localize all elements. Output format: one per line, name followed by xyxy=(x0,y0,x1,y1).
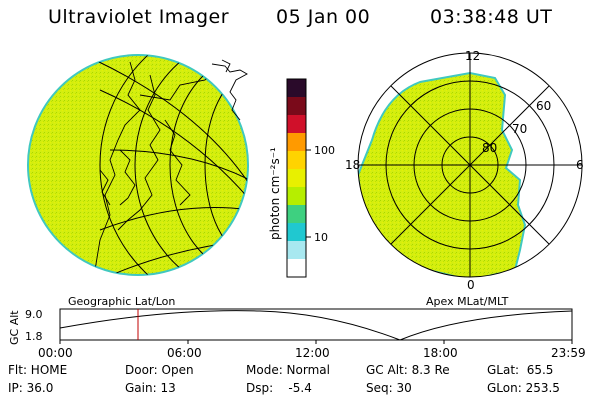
status-seq: Seq: 30 xyxy=(366,381,412,395)
mlt-label-6: 6 xyxy=(576,158,584,172)
colorbar-segment xyxy=(287,151,306,170)
colorbar-tick-100: 100 xyxy=(314,144,335,157)
status-glon: GLon: 253.5 xyxy=(487,381,560,395)
gc-alt-curve xyxy=(59,310,573,341)
status-dsp: Dsp: -5.4 xyxy=(246,381,312,395)
colorbar-label: photon cm⁻²s⁻¹ xyxy=(268,147,282,240)
colorbar-segment xyxy=(287,169,306,188)
xtick-1200: 12:00 xyxy=(295,346,330,360)
mlt-label-12: 12 xyxy=(465,49,480,63)
status-glat: GLat: 65.5 xyxy=(487,363,554,377)
gc-alt-ytick-high: 9.0 xyxy=(25,308,43,321)
apex-grid xyxy=(357,52,583,278)
colorbar-tick-10: 10 xyxy=(314,231,328,244)
status-flt: Flt: HOME xyxy=(8,363,68,377)
date-label: 05 Jan 00 xyxy=(276,6,371,28)
xtick-0000: 00:00 xyxy=(38,346,73,360)
colorbar-segment xyxy=(287,187,306,206)
colorbar-segment xyxy=(287,223,306,242)
geo-caption: Geographic Lat/Lon xyxy=(68,295,175,308)
gc-alt-plot: 9.0 1.8 GC Alt 00:00 06:00 12:00 18:00 2… xyxy=(8,308,586,360)
status-gc-alt: GC Alt: 8.3 Re xyxy=(366,363,450,377)
instrument-title: Ultraviolet Imager xyxy=(48,6,230,28)
mlt-label-0: 0 xyxy=(467,278,475,292)
status-door: Door: Open xyxy=(125,363,194,377)
colorbar-segment xyxy=(287,115,306,134)
colorbar-segment xyxy=(287,133,306,152)
apex-image: 12 18 6 0 60 70 80 xyxy=(345,49,584,292)
coastline-lines xyxy=(94,61,216,271)
colorbar: 100 10 photon cm⁻²s⁻¹ xyxy=(268,78,335,278)
time-label: 03:38:48 UT xyxy=(430,6,553,28)
gc-alt-ytick-low: 1.8 xyxy=(25,330,43,343)
colorbar-segment xyxy=(287,259,306,278)
coastline-outer-2 xyxy=(221,59,231,73)
colorbar-segment xyxy=(287,97,306,116)
xtick-0600: 06:00 xyxy=(167,346,202,360)
colorbar-segment xyxy=(287,79,306,98)
gc-alt-ylabel: GC Alt xyxy=(8,310,21,345)
mlat-label-80: 80 xyxy=(482,141,497,155)
status-gain: Gain: 13 xyxy=(125,381,176,395)
mlat-label-70: 70 xyxy=(512,122,527,136)
status-ip: IP: 36.0 xyxy=(8,381,54,395)
colorbar-segment xyxy=(287,205,306,224)
mlt-label-18: 18 xyxy=(345,158,360,172)
xtick-2359: 23:59 xyxy=(551,346,586,360)
colorbar-segment xyxy=(287,241,306,260)
status-mode: Mode: Normal xyxy=(246,363,330,377)
apex-caption: Apex MLat/MLT xyxy=(426,295,509,308)
mlat-label-60: 60 xyxy=(536,99,551,113)
xtick-1800: 18:00 xyxy=(423,346,458,360)
